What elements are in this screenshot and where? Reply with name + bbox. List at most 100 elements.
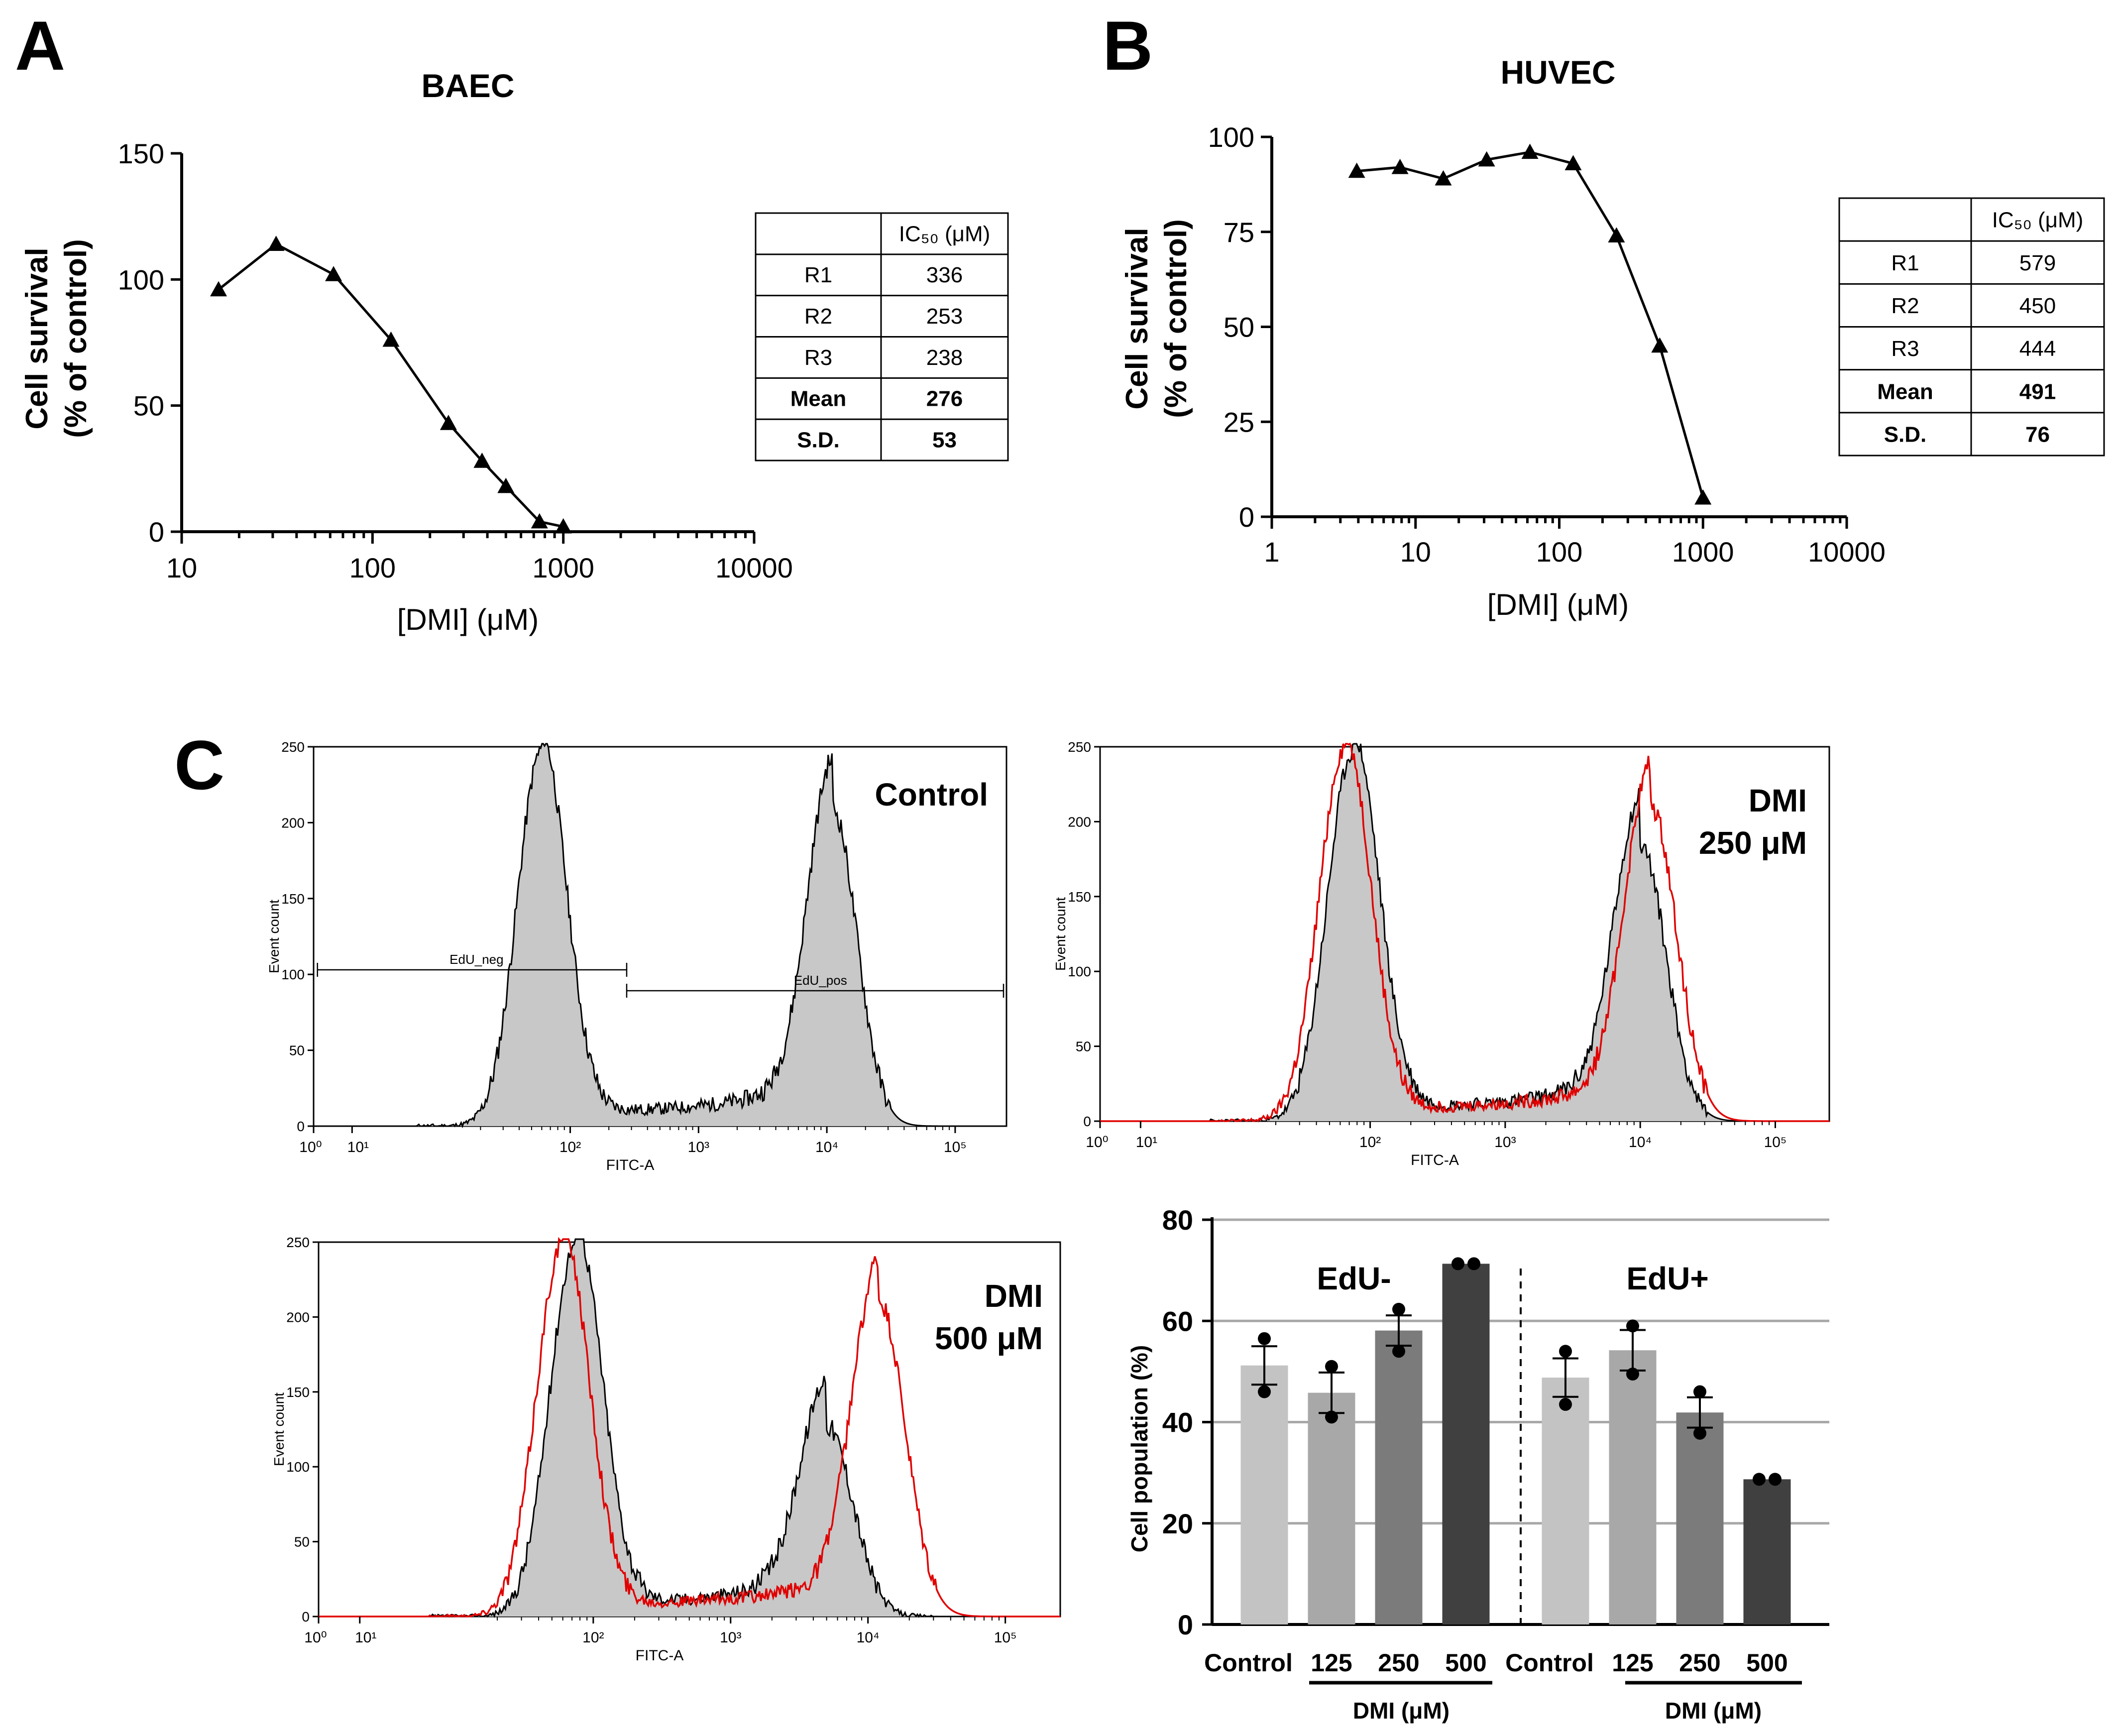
x-tick-label: 10000 [715,552,793,583]
dmi-group-label-2: DMI (μM) [1665,1698,1762,1724]
bar [1542,1378,1589,1624]
data-point-triangle [1651,337,1669,353]
bar [1442,1264,1490,1624]
panel-letter-b: B [1103,6,1153,85]
x-tick-label: 10⁴ [815,1139,838,1156]
bar [1308,1392,1355,1624]
x-tick-label: 10² [582,1629,604,1646]
data-point-triangle [473,453,491,468]
y-tick-label: 0 [1239,501,1254,533]
x-tick-label: 10³ [688,1139,709,1156]
x-tick-label: 10⁴ [1629,1134,1652,1151]
bar-plot-area [1202,1217,1829,1685]
y-tick-label: 100 [286,1459,310,1475]
cell-population-bar-chart: Cell population (%) EdU- EdU+ 0 20 40 60… [1126,1204,1829,1724]
histogram-x-axis-label: FITC-A [606,1157,655,1173]
bar-y-axis-label: Cell population (%) [1126,1345,1152,1553]
y-tick-label: 150 [118,138,164,169]
panel-a-x-axis-label: [DMI] (μM) [397,603,539,636]
y-tick-label: 0 [1178,1609,1193,1640]
histogram-y-axis-label: Event count [1053,897,1068,971]
histogram-condition-label-2: 250 μM [1699,825,1807,861]
data-point-triangle [1564,155,1582,171]
y-tick-label: 60 [1162,1305,1193,1337]
table-row-value: 336 [926,263,963,287]
x-tick-label: 10 [1400,536,1431,568]
panel-b-ic50-table: IC₅₀ (μM) R1 579 R2 450 R3 444 Mean 491 … [1838,197,2105,457]
table-row-label: R1 [1891,251,1919,275]
table-row-label: R2 [1891,294,1919,318]
y-tick-label: 0 [302,1609,310,1624]
x-tick-label: 1 [1264,536,1279,568]
replicate-point [1769,1473,1782,1486]
x-tick-label: 10¹ [355,1629,376,1646]
histogram-x-axis-label: FITC-A [636,1647,684,1664]
dmi-group-label-1: DMI (μM) [1353,1698,1450,1724]
table-row-value: 444 [2019,337,2056,361]
table-row-label: R1 [804,263,832,287]
panel-c: C Control Event count FITC-A 0 50 100 15… [174,726,1830,1724]
bar [1609,1350,1657,1624]
table-row-label: R3 [804,346,832,370]
replicate-point [1258,1332,1271,1345]
data-point-triangle [382,331,400,347]
panel-letter-c: C [174,726,224,804]
y-tick-label: 25 [1224,406,1254,438]
panel-a-y-tick-labels: 0 50 100 150 [118,138,164,548]
y-tick-label: 50 [289,1043,305,1058]
y-tick-label: 0 [149,516,164,548]
panel-b-plot-area [1261,135,1848,529]
y-axis-label-line1: Cell survival [20,247,54,429]
table-row-value: 253 [926,304,963,329]
y-tick-label: 250 [286,1235,310,1250]
data-point-triangle [267,235,285,251]
y-tick-label: 0 [1083,1114,1091,1129]
bar-category-labels: Control 125 250 500 Control 125 250 500 [1204,1649,1788,1677]
replicate-point [1753,1473,1766,1486]
category-label: 250 [1378,1649,1419,1677]
table-row-label: Mean [790,387,846,411]
y-tick-label: 200 [1068,814,1091,829]
replicate-point [1693,1426,1706,1440]
x-tick-label: 10¹ [1136,1134,1157,1151]
y-tick-label: 50 [1076,1039,1091,1054]
histogram-red-overlay [1100,742,1829,1123]
y-tick-label: 100 [1208,121,1254,153]
replicate-point [1626,1319,1639,1333]
y-axis-label-line1: Cell survival [1120,228,1154,409]
table-row-value: 276 [926,387,963,411]
replicate-point [1258,1385,1271,1398]
x-tick-label: 10⁰ [1086,1134,1108,1151]
table-header: IC₅₀ (μM) [899,222,991,246]
table-row-label: Mean [1877,379,1933,404]
panel-b-x-tick-labels: 1 10 100 1000 10000 [1264,536,1885,568]
y-tick-label: 150 [281,891,305,907]
y-tick-label: 50 [133,390,164,422]
y-tick-label: 150 [286,1385,310,1400]
histogram-y-axis-label: Event count [266,900,282,973]
table-row-label: S.D. [797,428,840,452]
panel-b-x-axis-label: [DMI] (μM) [1487,588,1629,621]
data-point-triangle [1478,151,1495,167]
panel-b-title: HUVEC [1500,54,1615,91]
x-tick-label: 10² [1359,1134,1381,1151]
histogram-condition-label: Control [875,777,989,812]
panel-a-ic50-table: IC₅₀ (μM) R1 336 R2 253 R3 238 Mean 276 … [755,212,1009,462]
data-point-triangle [1521,143,1539,159]
histogram-red-overlay [319,1237,1060,1618]
table-row-value: 450 [2019,294,2056,318]
histogram-plot [313,1237,1061,1623]
x-tick-label: 10⁰ [304,1629,327,1646]
y-tick-label: 200 [286,1309,310,1325]
replicate-point [1626,1367,1639,1381]
category-label: Control [1204,1649,1293,1677]
x-tick-label: 10⁵ [1764,1134,1787,1151]
table-row-value: 76 [2025,422,2050,447]
x-tick-label: 10¹ [347,1139,369,1156]
y-tick-label: 50 [1224,312,1254,343]
replicate-point [1325,1360,1338,1373]
bar [1743,1479,1791,1624]
data-point-triangle [1608,227,1625,242]
histogram-x-axis-label: FITC-A [1411,1152,1459,1168]
histogram-condition-label-2: 500 μM [935,1320,1043,1356]
